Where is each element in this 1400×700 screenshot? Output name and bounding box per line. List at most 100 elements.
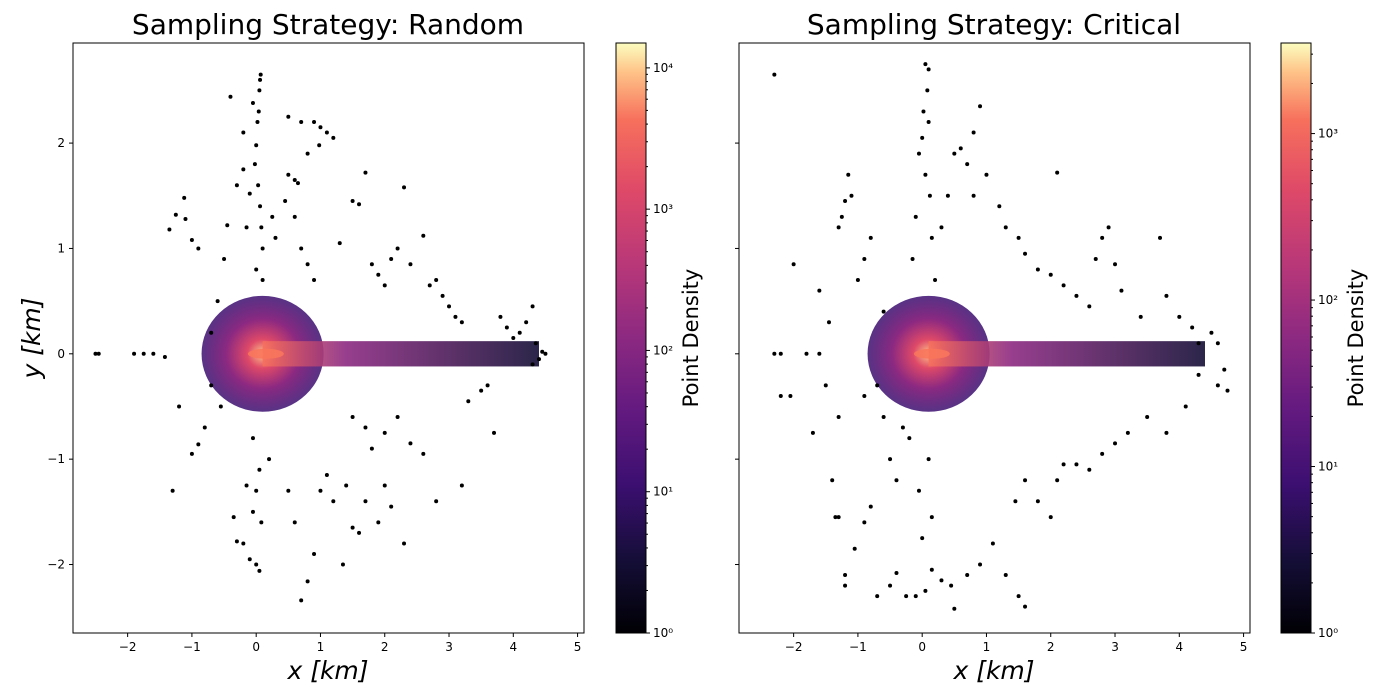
data-point (408, 441, 413, 446)
data-point (299, 120, 304, 125)
data-point (958, 146, 963, 151)
data-point (1196, 372, 1201, 377)
x-tick-label: 2 (381, 640, 389, 654)
data-point (836, 415, 841, 420)
x-tick-label: 1 (317, 640, 325, 654)
data-point (228, 94, 233, 99)
density-streak (928, 341, 1206, 367)
data-point (1061, 283, 1066, 288)
data-point (324, 130, 329, 135)
data-point (1100, 451, 1105, 456)
x-axis-label: x [km] (286, 656, 368, 685)
data-point (241, 167, 246, 172)
data-point (894, 570, 899, 575)
x-tick-label: 5 (574, 640, 582, 654)
data-point (511, 336, 516, 340)
data-point (305, 151, 310, 156)
x-tick-label: 1 (983, 640, 991, 654)
data-point (421, 451, 426, 456)
colorbar-gradient (616, 43, 646, 633)
data-point (141, 351, 146, 356)
data-point (382, 483, 387, 488)
data-point (923, 62, 928, 67)
data-point (1016, 235, 1021, 240)
data-point (830, 478, 835, 483)
data-point (926, 457, 931, 462)
data-point (170, 488, 175, 493)
data-point (778, 393, 783, 398)
colorbar-tick-label: 10² (653, 343, 673, 357)
colorbar-label: Point Density (1344, 269, 1368, 408)
data-point (286, 114, 291, 119)
data-point (862, 393, 867, 398)
x-tick-label: −1 (849, 640, 867, 654)
data-point (218, 404, 223, 409)
data-point (292, 520, 297, 525)
data-point (843, 573, 848, 578)
data-point (182, 195, 187, 200)
data-point (1016, 594, 1021, 599)
data-point (1003, 573, 1008, 578)
data-point (402, 185, 407, 190)
data-point (498, 314, 503, 319)
data-point (1055, 478, 1060, 483)
colorbar-tick-label: 10⁴ (653, 61, 673, 75)
data-point (1087, 304, 1092, 309)
data-point (1087, 467, 1092, 472)
data-point (1055, 170, 1060, 175)
data-point (254, 267, 259, 272)
data-point (485, 383, 490, 388)
x-tick-label: 0 (918, 640, 926, 654)
data-point (875, 594, 880, 599)
plot-area: −2 −1 0 1 2 3 4 5 −2 −1 0 1 2 (47, 72, 582, 654)
x-tick-label: 5 (1240, 640, 1248, 654)
data-point (440, 293, 445, 298)
data-point (826, 320, 831, 325)
data-point (836, 225, 841, 230)
data-point (881, 309, 886, 314)
data-point (189, 451, 194, 456)
data-point (524, 320, 529, 325)
data-point (453, 314, 458, 319)
data-point (337, 241, 342, 246)
data-point (1138, 314, 1143, 319)
density-streak (262, 341, 540, 367)
data-point (929, 515, 934, 520)
data-point (162, 354, 167, 359)
data-point (888, 583, 893, 588)
data-point (929, 567, 934, 572)
data-point (540, 349, 545, 354)
data-point (1061, 462, 1066, 467)
data-point (1074, 293, 1079, 298)
data-point (234, 183, 239, 188)
data-point (913, 214, 918, 219)
data-point (350, 415, 355, 420)
data-point (286, 488, 291, 493)
data-point (459, 320, 464, 325)
data-point (1023, 604, 1028, 609)
data-point (933, 278, 938, 283)
y-tick-label: −2 (47, 558, 65, 572)
data-point (340, 562, 345, 567)
data-point (250, 101, 255, 106)
data-point (875, 383, 880, 388)
data-point (788, 393, 793, 398)
data-point (817, 288, 822, 293)
data-point (295, 181, 300, 186)
data-point (260, 246, 265, 251)
data-point (927, 193, 932, 198)
data-point (868, 504, 873, 509)
data-point (255, 120, 260, 125)
data-point (318, 488, 323, 493)
data-point (257, 467, 262, 472)
data-point (292, 214, 297, 219)
colorbar-tick-label: 10⁰ (1318, 626, 1338, 640)
data-point (225, 223, 230, 228)
data-point (357, 202, 362, 207)
data-point (1177, 314, 1182, 319)
x-tick-label: −1 (183, 640, 201, 654)
data-point (1048, 272, 1053, 277)
data-point (1190, 325, 1195, 330)
data-point (1100, 235, 1105, 240)
data-point (259, 520, 264, 525)
